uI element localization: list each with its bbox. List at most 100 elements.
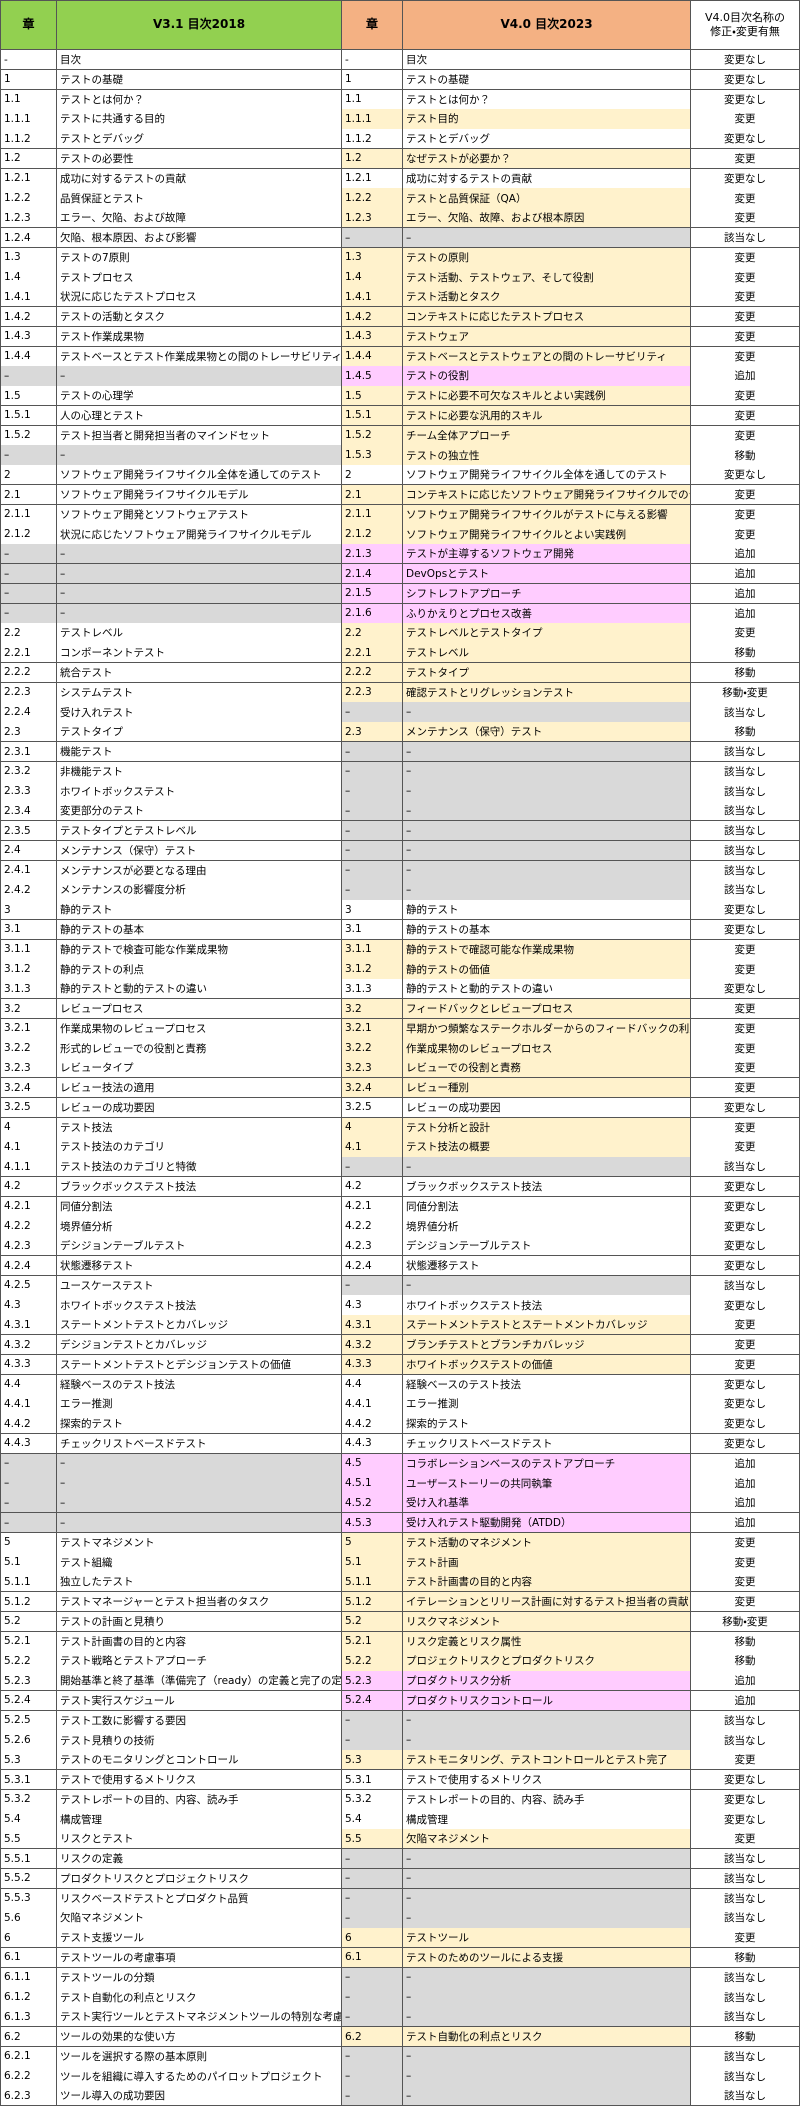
old-chapter-no: 1.4.2 <box>0 307 57 328</box>
old-chapter-no: 4.1.1 <box>0 1157 57 1178</box>
new-chapter-title: コンテキストに応じたテストプロセス <box>403 307 691 328</box>
old-chapter-no: 2.1.1 <box>0 504 57 525</box>
change-status: 該当なし <box>691 840 800 862</box>
new-chapter-no: 3.2.2 <box>342 1038 403 1059</box>
new-chapter-title: – <box>403 1888 691 1909</box>
new-chapter-title: ソフトウェア開発ライフサイクル全体を通してのテスト <box>403 465 691 486</box>
change-status: 移動 <box>691 722 800 743</box>
new-chapter-title: テストの独立性 <box>403 445 691 466</box>
old-chapter-title: 目次 <box>57 50 342 71</box>
new-chapter-no: 3.2 <box>342 998 403 1020</box>
old-chapter-no: 1.1.2 <box>0 129 57 150</box>
new-chapter-title: – <box>403 1908 691 1929</box>
new-chapter-no: – <box>342 761 403 782</box>
change-status: 変更 <box>691 484 800 506</box>
old-chapter-title: テスト技法のカテゴリ <box>57 1137 342 1158</box>
change-status: 変更 <box>691 148 800 170</box>
old-chapter-title: レビュー技法の適用 <box>57 1078 342 1099</box>
new-chapter-title: 作業成果物のレビュープロセス <box>403 1038 691 1059</box>
new-chapter-no: 5.3 <box>342 1750 403 1771</box>
new-chapter-title: レビューでの役割と責務 <box>403 1058 691 1079</box>
new-chapter-title: テストレベルとテストタイプ <box>403 623 691 644</box>
new-chapter-title: – <box>403 1987 691 2008</box>
change-status: 該当なし <box>691 1730 800 1751</box>
old-chapter-title: テストのモニタリングとコントロール <box>57 1750 342 1771</box>
new-chapter-no: 5.3.1 <box>342 1769 403 1791</box>
column-header: 章 <box>0 0 57 50</box>
new-chapter-title: 目次 <box>403 50 691 71</box>
new-chapter-title: テスト活動のマネジメント <box>403 1532 691 1553</box>
old-chapter-title: テスト担当者と開発担当者のマインドセット <box>57 425 342 446</box>
old-chapter-no: 3 <box>0 900 57 921</box>
old-chapter-no: 5 <box>0 1532 57 1553</box>
new-chapter-no: 4.3 <box>342 1295 403 1316</box>
new-chapter-title: テストモニタリング、テストコントロールとテスト完了 <box>403 1750 691 1771</box>
old-chapter-no: 5.1.1 <box>0 1572 57 1593</box>
old-chapter-no: 3.2.2 <box>0 1038 57 1059</box>
old-chapter-title: リスクとテスト <box>57 1829 342 1850</box>
new-chapter-no: 5.2.3 <box>342 1671 403 1692</box>
old-chapter-title: 独立したテスト <box>57 1572 342 1593</box>
new-chapter-title: – <box>403 840 691 862</box>
new-chapter-title: 静的テストと動的テストの違い <box>403 979 691 1000</box>
new-chapter-title: – <box>403 860 691 881</box>
change-status: 追加 <box>691 1473 800 1494</box>
old-chapter-title: プロダクトリスクとプロジェクトリスク <box>57 1868 342 1890</box>
new-chapter-title: テストのためのツールによる支援 <box>403 1947 691 1969</box>
new-chapter-title: – <box>403 1730 691 1751</box>
change-status: 変更 <box>691 623 800 644</box>
new-chapter-title: ブランチテストとブランチカバレッジ <box>403 1335 691 1356</box>
old-chapter-no: 5.2.3 <box>0 1671 57 1692</box>
new-chapter-no: 4.5.3 <box>342 1512 403 1534</box>
old-chapter-title: テストタイプとテストレベル <box>57 821 342 842</box>
old-chapter-title: – <box>57 564 342 585</box>
change-status: 追加 <box>691 1493 800 1514</box>
old-chapter-no: 4 <box>0 1117 57 1138</box>
change-status: 該当なし <box>691 2086 800 2106</box>
old-chapter-no: 2 <box>0 465 57 486</box>
new-chapter-no: 3.2.1 <box>342 1018 403 1039</box>
new-chapter-title: テストベースとテストウェアとの間のトレーサビリティ <box>403 346 691 367</box>
new-chapter-no: 3.1.2 <box>342 959 403 980</box>
old-chapter-no: 1.4.1 <box>0 287 57 308</box>
change-status: 追加 <box>691 603 800 624</box>
old-chapter-title: テスト技法のカテゴリと特徴 <box>57 1157 342 1178</box>
old-chapter-no: 3.2.1 <box>0 1018 57 1039</box>
new-chapter-no: 6.2 <box>342 2026 403 2048</box>
new-chapter-title: ふりかえりとプロセス改善 <box>403 603 691 624</box>
old-chapter-title: テストの心理学 <box>57 386 342 407</box>
change-status: 変更 <box>691 1078 800 1099</box>
old-chapter-no: 2.3.3 <box>0 781 57 802</box>
new-chapter-no: – <box>342 1908 403 1929</box>
old-chapter-title: 品質保証とテスト <box>57 188 342 209</box>
old-chapter-no: 5.5.1 <box>0 1849 57 1870</box>
old-chapter-no: 4.3.1 <box>0 1315 57 1336</box>
change-status: 変更なし <box>691 1374 800 1395</box>
old-chapter-no: 2.2.4 <box>0 702 57 723</box>
new-chapter-title: – <box>403 1710 691 1731</box>
change-status: 変更なし <box>691 1255 800 1277</box>
old-chapter-no: 6.1.1 <box>0 1967 57 1988</box>
change-status: 変更なし <box>691 1236 800 1257</box>
new-chapter-title: なぜテストが必要か？ <box>403 148 691 170</box>
change-status: 追加 <box>691 564 800 585</box>
old-chapter-no: 4.4 <box>0 1374 57 1395</box>
old-chapter-title: リスクベースドテストとプロダクト品質 <box>57 1888 342 1909</box>
old-chapter-no: 6.2.2 <box>0 2066 57 2087</box>
new-chapter-title: ソフトウェア開発ライフサイクルとよい実践例 <box>403 524 691 545</box>
new-chapter-title: テストとデバッグ <box>403 129 691 150</box>
new-chapter-no: 5.4 <box>342 1809 403 1830</box>
old-chapter-no: 5.2.2 <box>0 1651 57 1672</box>
new-chapter-title: エラー、欠陥、故障、および根本原因 <box>403 208 691 229</box>
old-chapter-no: 5.1.2 <box>0 1592 57 1613</box>
new-chapter-title: DevOpsとテスト <box>403 564 691 585</box>
old-chapter-title: デシジョンテストとカバレッジ <box>57 1335 342 1356</box>
old-chapter-no: 4.3 <box>0 1295 57 1316</box>
old-chapter-title: 受け入れテスト <box>57 702 342 723</box>
new-chapter-title: チェックリストベースドテスト <box>403 1433 691 1455</box>
old-chapter-title: – <box>57 366 342 387</box>
new-chapter-no: 6 <box>342 1928 403 1949</box>
new-chapter-no: – <box>342 880 403 901</box>
new-chapter-no: 1.1.1 <box>342 109 403 130</box>
old-chapter-title: テスト組織 <box>57 1552 342 1573</box>
